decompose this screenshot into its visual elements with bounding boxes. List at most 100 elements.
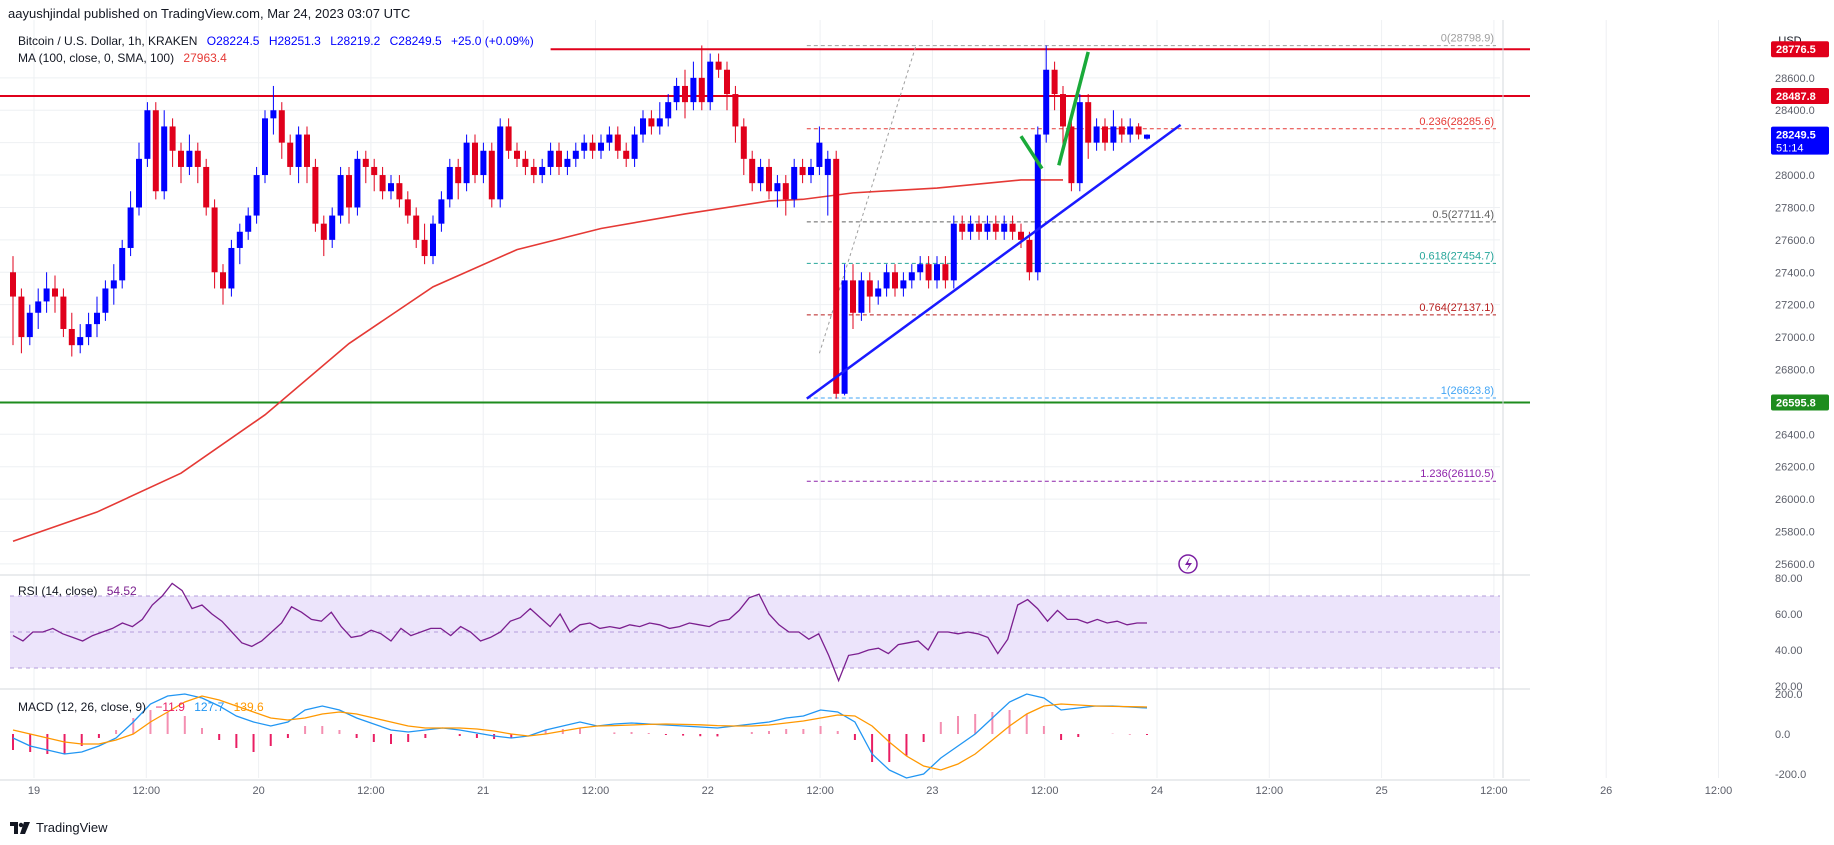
rsi-tick: 60.00 [1775, 609, 1803, 621]
ohlc-high: H28251.3 [268, 34, 321, 48]
candle-body [85, 324, 92, 338]
time-tick: 12:00 [1031, 785, 1059, 797]
candle-body [68, 328, 75, 346]
macd-legend: MACD (12, 26, close, 9) −11.9 127.7 139.… [18, 700, 270, 714]
ascending-trendline [806, 123, 1182, 400]
candle-body [547, 150, 554, 167]
macd-pane [12, 693, 1148, 779]
candle-body [589, 142, 596, 151]
macd-tick: 200.0 [1775, 689, 1803, 701]
candle-body [1068, 126, 1075, 184]
rsi-tick: 80.00 [1775, 573, 1803, 585]
macd-hist-value: −11.9 [155, 700, 185, 714]
candle-body [715, 61, 722, 70]
candle-body [925, 264, 932, 281]
ohlc-open: O28224.5 [206, 34, 260, 48]
time-tick: 12:00 [357, 785, 385, 797]
ma100-polyline [12, 179, 1063, 542]
symbol-legend: Bitcoin / U.S. Dollar, 1h, KRAKEN O28224… [18, 34, 540, 48]
candle-body [1018, 231, 1024, 240]
candle-body [1135, 126, 1142, 135]
candle-body [833, 158, 840, 394]
candle-body [312, 166, 319, 224]
candle-body [1009, 223, 1016, 232]
trend-drawings[interactable] [806, 51, 1182, 400]
candle-body [480, 150, 487, 176]
price-tick: 26800.0 [1775, 364, 1815, 376]
price-tick: 27800.0 [1775, 202, 1815, 214]
candle-body [900, 280, 907, 289]
candle-body [446, 166, 453, 200]
candle-body [581, 142, 588, 151]
candle-body [782, 183, 789, 200]
candle-body [287, 142, 294, 167]
support-resistance-lines[interactable] [0, 48, 1530, 404]
candle-body [455, 166, 462, 184]
publish-line: aayushjindal published on TradingView.co… [8, 6, 411, 21]
fib-level-label: 0.764(27137.1) [1419, 302, 1494, 314]
replay-icon[interactable] [1178, 554, 1198, 574]
candle-body [934, 264, 940, 281]
price-tick: 28000.0 [1775, 170, 1815, 182]
price-tick: 27200.0 [1775, 300, 1815, 312]
candle-body [656, 118, 663, 127]
tradingview-logo[interactable]: TradingView [10, 820, 108, 835]
candle-body [203, 166, 210, 208]
rsi-pane [10, 582, 1500, 683]
candle-body [1118, 126, 1125, 135]
fib-level-label: 0.236(28285.6) [1419, 116, 1494, 128]
candle-body [732, 94, 739, 127]
candle-body [976, 223, 982, 232]
macd-tick: 0.0 [1775, 729, 1790, 741]
candle-body [799, 166, 806, 176]
candle-body [43, 288, 50, 302]
candle-body [749, 158, 756, 184]
candle-body [228, 247, 235, 289]
candle-body [169, 126, 176, 151]
candle-body [463, 142, 470, 184]
fib-level-label: 0.618(27454.7) [1419, 250, 1494, 262]
candle-body [1093, 126, 1100, 143]
candle-body [598, 142, 604, 151]
candle-body [614, 134, 621, 151]
candle-body [883, 272, 890, 289]
time-tick: 23 [926, 785, 938, 797]
price-label-text: 28487.8 [1776, 91, 1816, 103]
candle-body [320, 223, 327, 240]
ma100-line [12, 179, 1063, 542]
time-tick: 26 [1600, 785, 1612, 797]
candle-body [1026, 239, 1033, 273]
candle-body [892, 272, 898, 289]
rsi-tick: 20.00 [1775, 681, 1803, 693]
candle-body [421, 239, 428, 257]
candle-body [194, 150, 201, 167]
candle-body [220, 272, 226, 289]
ohlc-close: C28249.5 [389, 34, 442, 48]
candle-body [648, 118, 655, 127]
candle-body [144, 110, 151, 159]
candle-body [94, 312, 100, 325]
candle-body [1034, 134, 1041, 273]
candle-body [631, 134, 638, 159]
candle-body [522, 158, 529, 167]
candle-body [942, 264, 949, 281]
candle-body [278, 110, 285, 143]
candlesticks [10, 45, 1150, 399]
macd-label: MACD (12, 26, close, 9) [18, 700, 147, 714]
candle-body [10, 272, 16, 297]
candle-body [1110, 126, 1117, 143]
candle-body [236, 231, 243, 248]
candle-body [253, 175, 260, 216]
time-tick: 12:00 [1480, 785, 1508, 797]
candle-body [262, 118, 268, 176]
candle-body [371, 166, 378, 176]
fibonacci-retracement[interactable]: 0(28798.9) 0.236(28285.6) 0.5(27711.4) 0.61… [806, 33, 1496, 482]
rsi-legend: RSI (14, close) 54.52 [18, 584, 143, 598]
candle-body [270, 110, 277, 119]
candle-body [766, 166, 772, 192]
candle-body [161, 126, 168, 192]
candle-body [1001, 223, 1008, 232]
candle-body [875, 288, 882, 297]
candle-body [18, 296, 25, 338]
